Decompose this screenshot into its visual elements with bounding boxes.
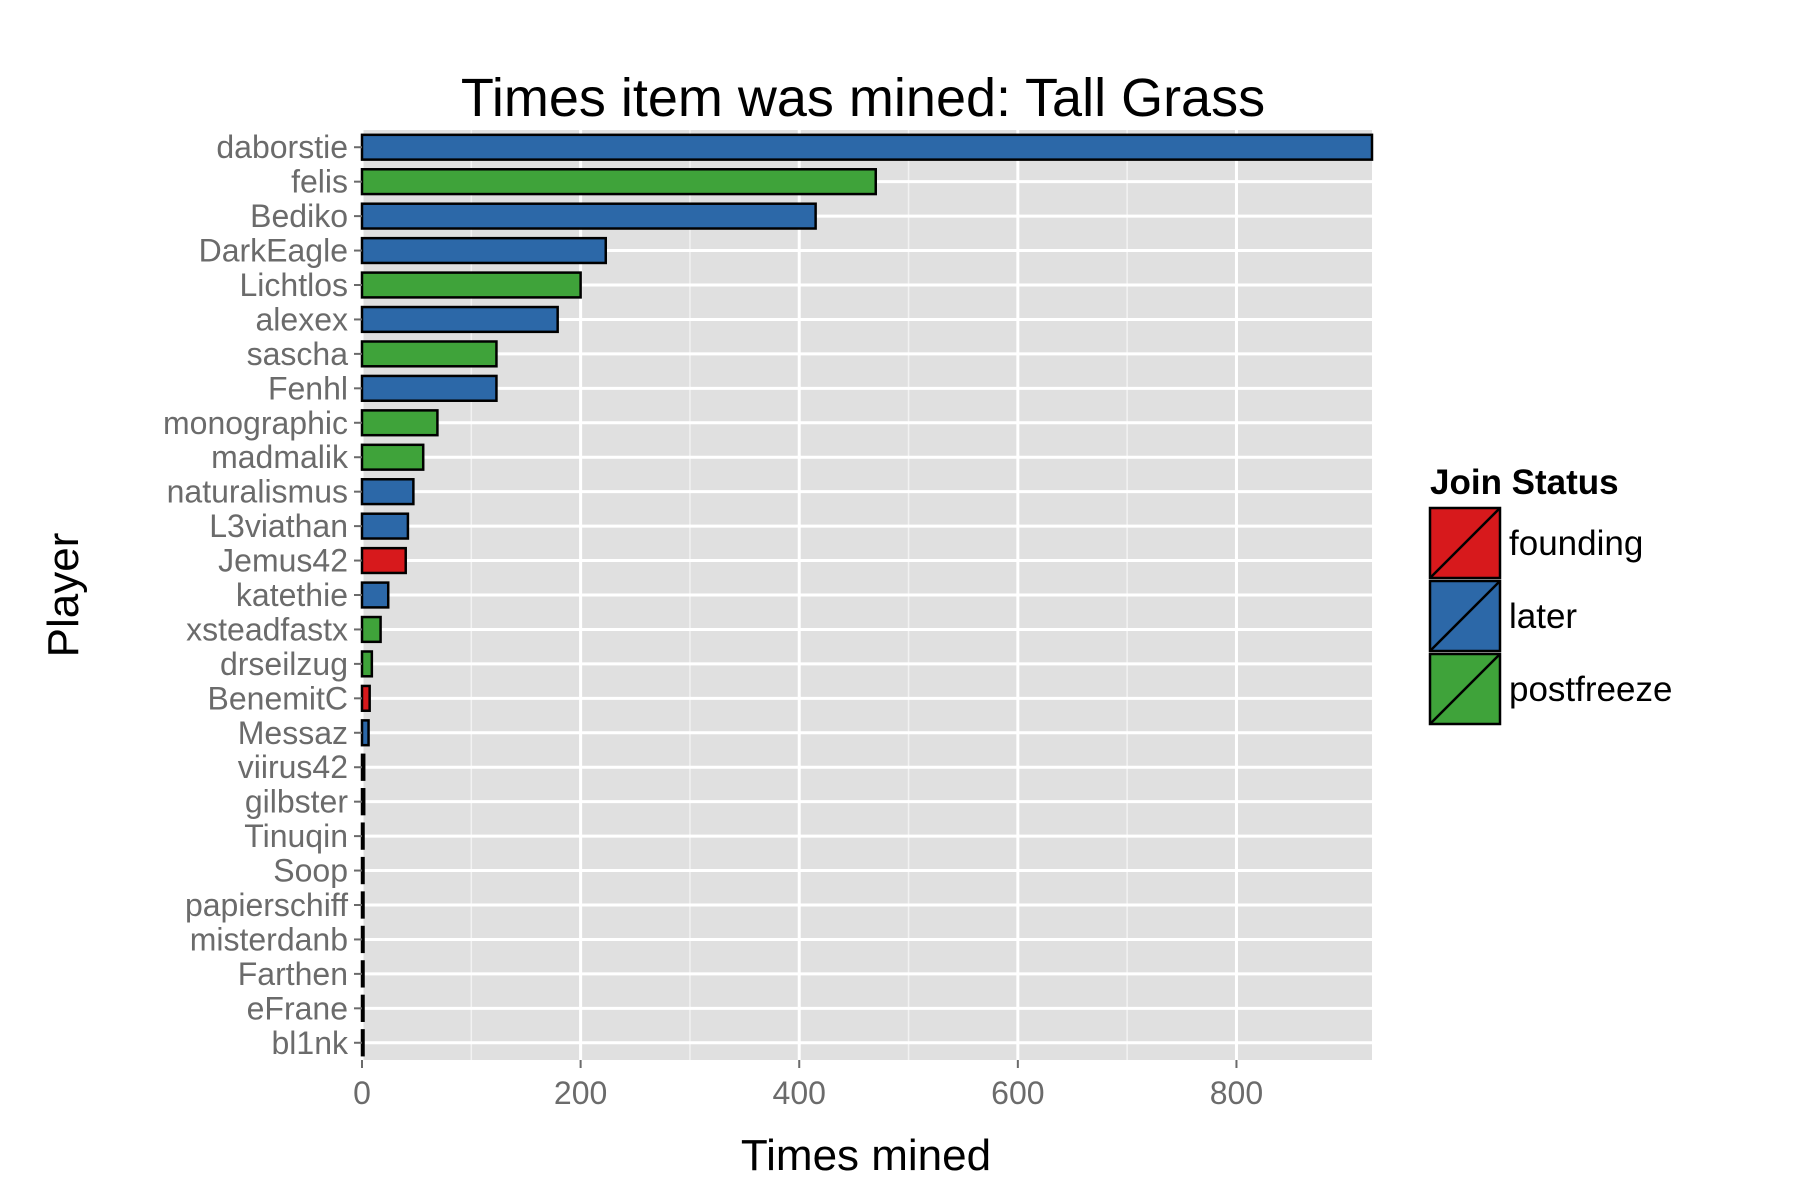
y-tick-label: bl1nk xyxy=(272,1025,350,1061)
bar-Fenhl xyxy=(360,374,498,402)
y-tick-label: gilbster xyxy=(245,784,349,820)
y-tick-label: drseilzug xyxy=(220,646,348,682)
bars-layer xyxy=(360,133,1374,1057)
bar-gilbster xyxy=(360,788,366,816)
chart-title: Times item was mined: Tall Grass xyxy=(461,68,1265,128)
y-tick-label: L3viathan xyxy=(209,508,348,544)
y-tick-label: Jemus42 xyxy=(218,543,348,579)
y-tick-label: misterdanb xyxy=(190,921,348,957)
bar-felis xyxy=(360,168,877,196)
x-tick-label: 200 xyxy=(554,1075,607,1111)
y-tick-label: madmalik xyxy=(211,439,349,475)
bar-Tinuqin xyxy=(360,822,365,850)
bar-sascha xyxy=(360,340,498,368)
bar-xsteadfastx xyxy=(360,615,382,644)
legend-key-diagonal xyxy=(1429,653,1501,725)
y-tick-label: naturalismus xyxy=(167,474,348,510)
legend-title: Join Status xyxy=(1430,463,1619,502)
legend-label: postfreeze xyxy=(1509,670,1672,709)
bar-DarkEagle xyxy=(360,236,608,265)
y-tick-label: alexex xyxy=(256,301,349,337)
legend-item-founding: founding xyxy=(1428,506,1643,580)
bar-misterdanb xyxy=(360,925,365,954)
bar-eFrane xyxy=(360,994,365,1022)
x-axis-title: Times mined xyxy=(741,1131,991,1180)
bar-daborstie xyxy=(360,133,1374,161)
legend: Join Status founding later postfreeze xyxy=(1428,463,1672,726)
legend-label: later xyxy=(1509,597,1577,636)
legend-item-postfreeze: postfreeze xyxy=(1428,652,1672,726)
x-axis: 0 200 400 600 800 xyxy=(353,1060,1263,1111)
y-tick-label: eFrane xyxy=(247,990,348,1026)
y-tick-label: sascha xyxy=(247,336,349,372)
bar-Lichtlos xyxy=(360,271,582,299)
bar-Soop xyxy=(360,856,365,885)
legend-key-diagonal xyxy=(1429,580,1501,652)
bar-BenemitC xyxy=(360,684,371,712)
y-tick-label: katethie xyxy=(236,577,348,613)
legend-entries: founding later postfreeze xyxy=(1428,506,1672,726)
bar-monographic xyxy=(360,409,439,437)
y-tick-label: Tinuqin xyxy=(244,818,348,854)
bar-Farthen xyxy=(360,960,365,988)
y-tick-label: daborstie xyxy=(216,129,348,165)
bar-papierschiff xyxy=(360,891,365,919)
y-tick-label: Messaz xyxy=(238,715,348,751)
bar-Jemus42 xyxy=(360,546,407,575)
y-axis: daborstiefelisBedikoDarkEagleLichtlosale… xyxy=(163,129,362,1061)
bar-alexex xyxy=(360,305,559,334)
y-axis-title: Player xyxy=(39,533,88,658)
bar-Messaz xyxy=(360,719,370,747)
bar-drseilzug xyxy=(360,650,374,678)
bar-Bediko xyxy=(360,202,817,230)
x-tick-label: 800 xyxy=(1210,1075,1263,1111)
y-tick-label: DarkEagle xyxy=(199,233,348,269)
y-tick-label: Farthen xyxy=(238,956,348,992)
legend-key-diagonal xyxy=(1429,507,1501,579)
bar-bl1nk xyxy=(360,1029,365,1057)
y-tick-label: Fenhl xyxy=(268,370,348,406)
legend-label: founding xyxy=(1509,524,1643,563)
x-tick-label: 600 xyxy=(991,1075,1044,1111)
x-tick-label: 400 xyxy=(773,1075,826,1111)
y-tick-label: BenemitC xyxy=(208,680,349,716)
bar-katethie xyxy=(360,581,390,609)
bar-L3viathan xyxy=(360,512,410,540)
bar-viirus42 xyxy=(360,753,366,781)
y-tick-label: monographic xyxy=(163,405,348,441)
y-tick-label: xsteadfastx xyxy=(186,611,348,647)
x-tick-label: 0 xyxy=(353,1075,371,1111)
y-tick-label: viirus42 xyxy=(238,749,348,785)
y-tick-label: papierschiff xyxy=(185,887,348,923)
y-tick-label: felis xyxy=(291,164,348,200)
bar-naturalismus xyxy=(360,478,415,506)
legend-item-later: later xyxy=(1428,579,1577,653)
bar-madmalik xyxy=(360,443,425,471)
y-tick-label: Bediko xyxy=(250,198,348,234)
y-tick-label: Soop xyxy=(273,853,348,889)
y-tick-label: Lichtlos xyxy=(240,267,349,303)
